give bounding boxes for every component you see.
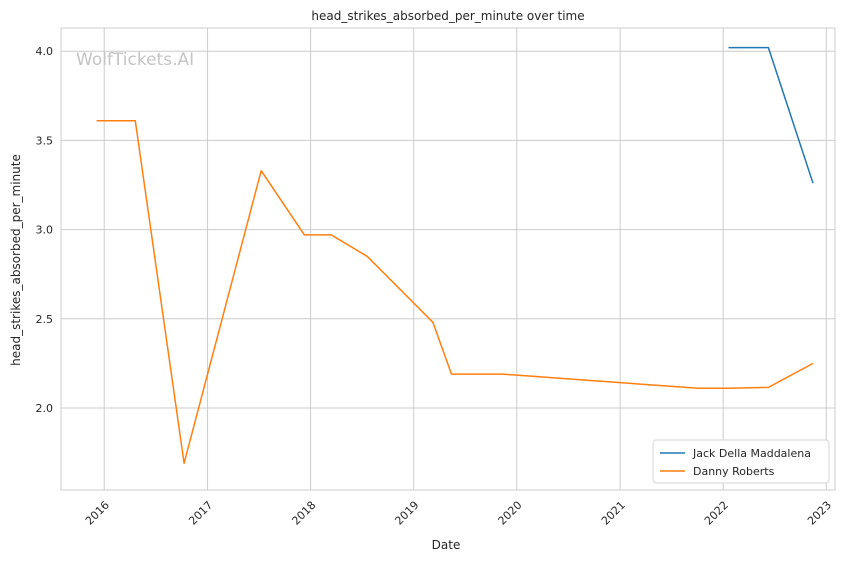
series-layer <box>96 46 814 464</box>
y-axis-label: head_strikes_absorbed_per_minute <box>9 154 23 366</box>
plot-frame <box>60 27 836 491</box>
y-tick-label: 3.5 <box>36 134 54 147</box>
x-tick-label: 2021 <box>599 499 628 528</box>
legend-label-danny-roberts: Danny Roberts <box>693 465 775 478</box>
y-tick-label: 2.0 <box>36 402 54 415</box>
y-tick-labels: 2.0 2.5 3.0 3.5 4.0 <box>36 45 54 415</box>
x-tick-label: 2020 <box>496 499 525 528</box>
series-line-danny-roberts <box>96 120 814 464</box>
x-axis-label: Date <box>432 538 461 552</box>
x-tick-label: 2023 <box>805 499 834 528</box>
series-line-jack-della-maddalena <box>728 46 814 184</box>
y-tick-label: 3.0 <box>36 224 54 237</box>
x-tick-label: 2017 <box>186 499 215 528</box>
legend-box <box>652 439 830 484</box>
chart-title: head_strikes_absorbed_per_minute over ti… <box>311 9 584 23</box>
x-tick-label: 2018 <box>289 499 318 528</box>
grid-lines <box>61 28 835 490</box>
plot-background <box>61 28 835 490</box>
y-tick-label: 2.5 <box>36 313 54 326</box>
legend: Jack Della Maddalena Danny Roberts <box>652 439 830 484</box>
y-tick-label: 4.0 <box>36 45 54 58</box>
x-tick-label: 2019 <box>392 499 421 528</box>
x-tick-labels: 2016 2017 2018 2019 2020 2021 2022 2023 <box>83 499 834 528</box>
x-tick-label: 2016 <box>83 499 112 528</box>
watermark: WolfTickets.AI <box>76 50 194 70</box>
legend-label-jack-della-maddalena: Jack Della Maddalena <box>692 447 811 460</box>
x-tick-label: 2022 <box>702 499 731 528</box>
